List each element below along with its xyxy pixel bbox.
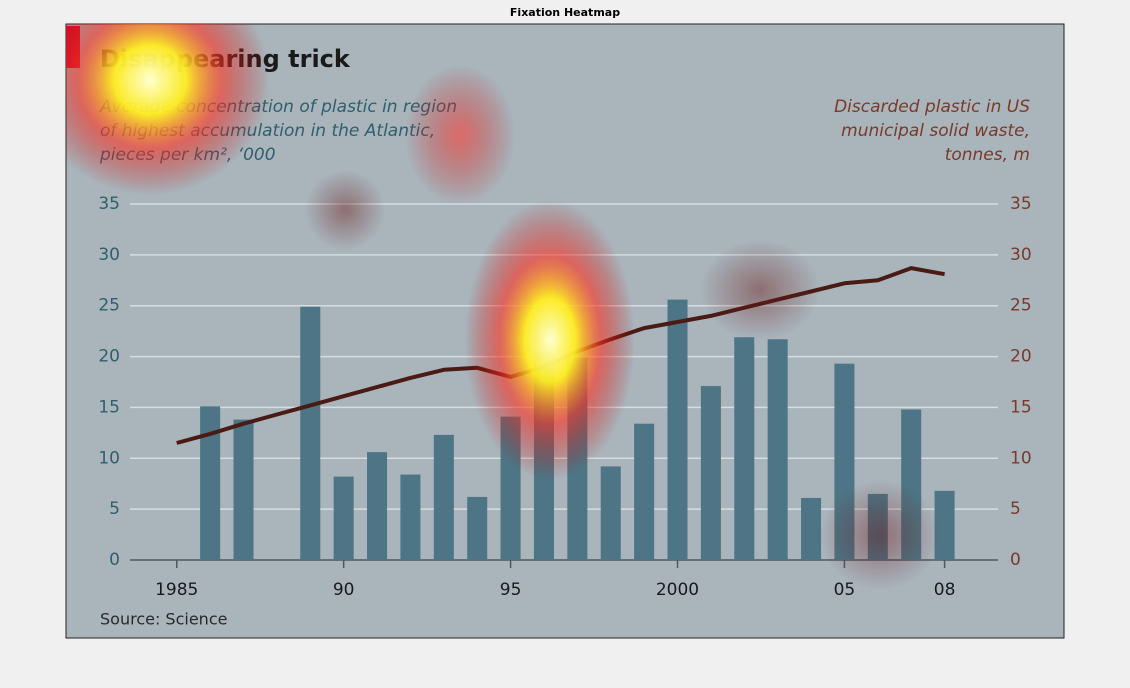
subtitle-right: tonnes, m <box>945 145 1030 165</box>
y-tick-label: 35 <box>98 194 120 214</box>
y2-tick-label: 30 <box>1010 245 1032 265</box>
y-tick-label: 20 <box>98 347 120 367</box>
bar <box>333 476 354 560</box>
y2-tick-label: 20 <box>1010 347 1032 367</box>
y2-tick-label: 25 <box>1010 296 1032 316</box>
bar <box>600 466 621 560</box>
x-tick-label: 95 <box>500 580 522 600</box>
fixation-blob <box>820 480 940 590</box>
heatmap <box>66 24 940 590</box>
y-tick-label: 25 <box>98 296 120 316</box>
bar <box>734 337 755 560</box>
source: Source: Science <box>100 610 227 629</box>
bar <box>634 423 655 560</box>
x-tick-label: 05 <box>834 580 856 600</box>
bar <box>400 474 421 560</box>
y-tick-label: 0 <box>109 550 120 570</box>
y-tick-label: 5 <box>109 499 120 519</box>
bar <box>700 386 721 560</box>
fixation-blob <box>405 65 515 205</box>
bar <box>767 339 788 560</box>
bar <box>367 452 388 560</box>
x-tick-label: 1985 <box>155 580 198 600</box>
bar <box>934 490 955 560</box>
bar <box>467 496 488 560</box>
fixation-blob <box>66 24 270 195</box>
y-tick-label: 15 <box>98 397 120 417</box>
y-tick-label: 10 <box>98 448 120 468</box>
page-title: Fixation Heatmap <box>510 6 620 19</box>
fixation-blob <box>465 200 635 480</box>
y2-tick-label: 5 <box>1010 499 1021 519</box>
x-tick-label: 08 <box>934 580 956 600</box>
y2-tick-label: 15 <box>1010 397 1032 417</box>
subtitle-right: Discarded plastic in US <box>834 97 1030 117</box>
subtitle-right: municipal solid waste, <box>841 121 1030 141</box>
fixation-blob <box>305 170 385 250</box>
bar <box>200 406 221 560</box>
x-tick-label: 90 <box>333 580 355 600</box>
bar <box>433 434 454 560</box>
bar <box>300 306 321 560</box>
bar <box>233 419 254 560</box>
y2-tick-label: 0 <box>1010 550 1021 570</box>
y2-tick-label: 35 <box>1010 194 1032 214</box>
y-tick-label: 30 <box>98 245 120 265</box>
y2-tick-label: 10 <box>1010 448 1032 468</box>
bar <box>667 299 688 560</box>
x-tick-label: 2000 <box>656 580 699 600</box>
bar <box>801 497 822 560</box>
fixation-blob <box>700 240 820 340</box>
